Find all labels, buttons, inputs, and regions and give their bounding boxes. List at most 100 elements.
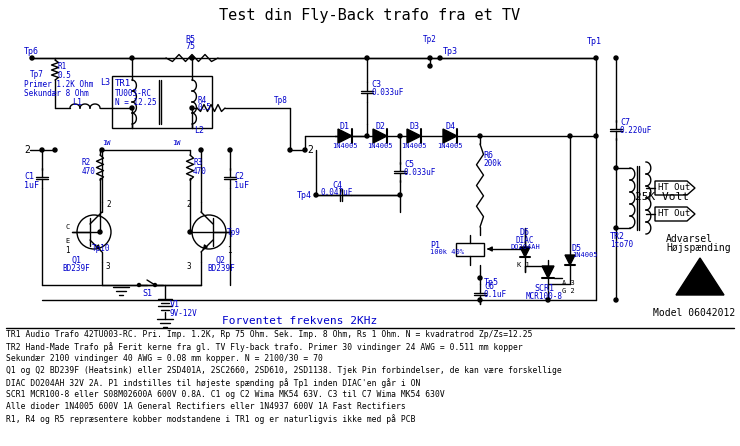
Text: 470: 470 [193,167,207,176]
Text: 1to70: 1to70 [610,240,633,249]
Circle shape [30,56,34,60]
Text: Q2: Q2 [216,256,226,265]
Text: Tp4: Tp4 [297,190,312,199]
Polygon shape [520,247,530,257]
Text: 2: 2 [186,200,191,209]
Text: 2: 2 [307,145,313,155]
Text: Sekundær 8 Ohm: Sekundær 8 Ohm [24,89,89,98]
Text: 9V-12V: 9V-12V [170,309,198,318]
Text: Højspænding: Højspænding [666,243,730,253]
Circle shape [228,148,232,152]
Circle shape [398,134,402,138]
Text: G 2: G 2 [562,288,575,294]
Text: R1: R1 [58,62,67,71]
Text: Tp6: Tp6 [24,47,39,56]
Text: R6: R6 [483,151,493,160]
Text: TR1: TR1 [115,79,131,88]
Text: 1uF: 1uF [24,181,39,190]
Text: V1: V1 [170,300,180,309]
Circle shape [398,193,402,197]
Circle shape [478,298,482,302]
Text: Model 06042012: Model 06042012 [653,308,735,318]
Text: C1: C1 [24,172,34,181]
Text: N = 12.25: N = 12.25 [115,98,157,107]
Text: C6: C6 [484,282,494,291]
Circle shape [365,56,369,60]
Text: 1N4005: 1N4005 [332,143,357,149]
Text: 0.033uF: 0.033uF [371,88,403,97]
Text: R2: R2 [82,158,91,167]
Text: DO204AH: DO204AH [510,244,540,250]
Text: 0.047uF: 0.047uF [321,188,353,197]
Text: HT Out: HT Out [658,183,690,193]
Circle shape [188,230,192,234]
Text: C: C [66,224,70,230]
Bar [456,243,484,256]
Text: L1: L1 [72,98,82,107]
Text: C7: C7 [620,118,630,127]
Text: E: E [66,238,70,244]
Text: D5: D5 [572,244,582,253]
Text: TR1 Audio Trafo 42TU003-RC. Pri. Imp. 1.2K, Rp 75 Ohm. Sek. Imp. 8 Ohm, Rs 1 Ohm: TR1 Audio Trafo 42TU003-RC. Pri. Imp. 1.… [6,330,533,339]
Circle shape [138,284,141,286]
Circle shape [478,276,482,280]
Text: R4: R4 [198,96,207,105]
Circle shape [614,166,618,170]
Circle shape [199,148,203,152]
Polygon shape [676,258,724,295]
Text: 1W: 1W [172,140,181,146]
Text: D4: D4 [445,122,455,131]
Circle shape [428,56,432,60]
Text: 0.220uF: 0.220uF [620,126,653,135]
Text: C3: C3 [371,80,381,89]
Text: Primer 1.2K Ohm: Primer 1.2K Ohm [24,80,93,89]
Text: 75: 75 [185,42,195,51]
Text: 2: 2 [24,145,30,155]
Text: Tp10: Tp10 [92,244,110,253]
Text: 1N4005: 1N4005 [367,143,393,149]
Text: 25K Volt: 25K Volt [635,192,689,202]
Text: R3: R3 [193,158,202,167]
Text: 1N4005: 1N4005 [572,252,597,258]
Circle shape [428,64,432,68]
Bar [112,76,212,128]
Text: TR2: TR2 [610,232,625,241]
Text: Tp5: Tp5 [484,278,499,287]
Polygon shape [443,129,457,143]
Text: Tp2: Tp2 [423,35,437,44]
Text: Q1: Q1 [71,256,81,265]
Circle shape [100,148,104,152]
Text: D6: D6 [520,228,530,237]
Text: C5: C5 [404,160,414,169]
Text: P1: P1 [430,241,440,250]
Text: DIAC DO204AH 32V 2A. P1 indstilles til højeste spænding på Tp1 inden DIAC'en går: DIAC DO204AH 32V 2A. P1 indstilles til h… [6,378,420,388]
Circle shape [53,148,57,152]
Text: 3: 3 [106,262,110,271]
Text: 1W: 1W [102,140,110,146]
Circle shape [314,193,318,197]
Text: Tp3: Tp3 [443,47,458,56]
Text: 1uF: 1uF [234,181,249,190]
Text: 100k 40%: 100k 40% [430,249,464,255]
Circle shape [438,56,442,60]
Circle shape [594,134,598,138]
Text: Alle dioder 1N4005 600V 1A General Rectifiers eller 1N4937 600V 1A Fast Rectifie: Alle dioder 1N4005 600V 1A General Recti… [6,402,406,411]
Text: 1: 1 [227,246,232,255]
Text: C2: C2 [234,172,244,181]
Text: L2: L2 [194,126,204,135]
Text: 1N4005: 1N4005 [401,143,427,149]
Text: 3: 3 [186,262,191,271]
Text: Test din Fly-Back trafo fra et TV: Test din Fly-Back trafo fra et TV [220,8,520,23]
Text: Tp7: Tp7 [30,70,44,79]
Polygon shape [338,129,352,143]
Circle shape [190,106,194,110]
Polygon shape [407,129,421,143]
Text: 0.5: 0.5 [58,71,72,80]
Text: 200k: 200k [483,159,502,168]
Circle shape [614,298,618,302]
Text: 0.5: 0.5 [198,103,212,112]
Text: Forventet frekvens 2KHz: Forventet frekvens 2KHz [223,316,377,326]
Text: HT Out: HT Out [658,210,690,219]
Text: C4: C4 [332,181,342,190]
Polygon shape [565,255,575,265]
